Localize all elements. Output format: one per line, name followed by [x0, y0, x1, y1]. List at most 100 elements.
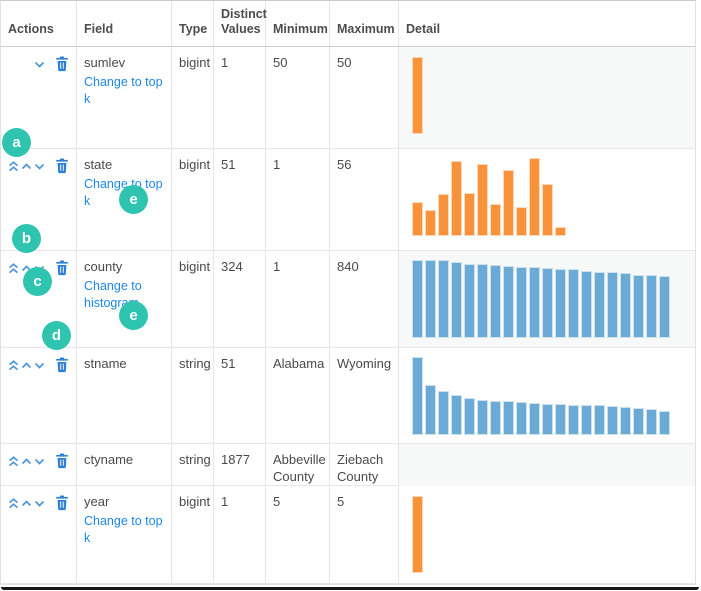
- detail-bar: [568, 269, 579, 338]
- table-header-row: Actions Field Type Distinct Values Minim…: [1, 1, 695, 47]
- detail-cell: [399, 251, 695, 347]
- trash-icon[interactable]: [55, 495, 69, 511]
- detail-bar: [412, 357, 423, 435]
- detail-cell: [399, 486, 695, 583]
- move-up-icon[interactable]: [20, 160, 33, 173]
- detail-bar: [425, 260, 436, 338]
- detail-chart: [412, 260, 695, 338]
- header-minimum: Minimum: [266, 1, 330, 46]
- trash-icon[interactable]: [55, 56, 69, 72]
- detail-bar: [490, 401, 501, 435]
- detail-bar: [477, 400, 488, 435]
- move-to-top-icon[interactable]: [7, 359, 20, 372]
- detail-bar: [438, 194, 449, 236]
- move-down-icon[interactable]: [33, 58, 46, 71]
- detail-bar: [425, 385, 436, 435]
- annotation-badge-d: d: [42, 321, 71, 350]
- annotation-badge-c: c: [23, 267, 52, 296]
- maximum-cell: Ziebach County: [330, 444, 399, 486]
- detail-bar: [542, 268, 553, 338]
- table-row-sumlev: sumlev Change to top k bigint 1 50 50: [1, 47, 695, 149]
- detail-bar: [555, 404, 566, 435]
- table-row-state: state Change to top k bigint 51 1 56: [1, 149, 695, 251]
- detail-bar: [529, 403, 540, 435]
- field-name: year: [84, 494, 110, 509]
- field-name: sumlev: [84, 55, 126, 70]
- minimum-cell: Alabama: [266, 348, 330, 443]
- minimum-cell: 1: [266, 251, 330, 347]
- trash-icon[interactable]: [55, 453, 69, 469]
- maximum-cell: 50: [330, 47, 399, 148]
- detail-bar: [451, 395, 462, 435]
- minimum-cell: Abbeville County: [266, 444, 330, 486]
- detail-bar: [490, 204, 501, 236]
- move-down-icon[interactable]: [33, 160, 46, 173]
- move-down-icon[interactable]: [33, 455, 46, 468]
- distinct-values-cell: 1877: [214, 444, 266, 486]
- field-name: state: [84, 157, 113, 172]
- maximum-cell: Wyoming: [330, 348, 399, 443]
- change-to-top-k-link[interactable]: Change to top k: [84, 176, 163, 208]
- maximum-cell: 5: [330, 486, 399, 583]
- distinct-values-cell: 324: [214, 251, 266, 347]
- detail-cell: [399, 348, 695, 443]
- annotation-badge-e-state: e: [119, 185, 148, 214]
- field-cell: sumlev Change to top k: [77, 47, 172, 148]
- distinct-values-cell: 51: [214, 348, 266, 443]
- annotation-badge-b: b: [12, 224, 41, 253]
- detail-bar: [477, 264, 488, 338]
- move-up-icon[interactable]: [20, 497, 33, 510]
- detail-bar: [464, 193, 475, 236]
- detail-bar: [516, 267, 527, 338]
- change-to-top-k-link[interactable]: Change to top k: [84, 74, 163, 106]
- distinct-values-cell: 51: [214, 149, 266, 250]
- field-name: county: [84, 259, 123, 274]
- detail-bar: [594, 272, 605, 338]
- move-to-top-icon[interactable]: [7, 262, 20, 275]
- detail-chart: [412, 56, 695, 134]
- detail-bar: [412, 57, 423, 134]
- trash-icon[interactable]: [55, 357, 69, 373]
- detail-bar: [516, 402, 527, 435]
- header-field: Field: [77, 1, 172, 46]
- detail-bar: [425, 210, 436, 236]
- type-cell: string: [172, 444, 214, 486]
- detail-chart: [412, 158, 695, 236]
- detail-cell: [399, 149, 695, 250]
- field-name: stname: [84, 356, 127, 371]
- move-up-icon[interactable]: [20, 359, 33, 372]
- change-to-top-k-link[interactable]: Change to top k: [84, 513, 163, 545]
- move-up-icon[interactable]: [20, 455, 33, 468]
- distinct-values-cell: 1: [214, 47, 266, 148]
- move-to-top-icon[interactable]: [7, 497, 20, 510]
- detail-bar: [620, 273, 631, 338]
- actions-cell: [1, 47, 77, 148]
- detail-bar: [412, 496, 423, 573]
- type-cell: string: [172, 348, 214, 443]
- maximum-cell: 56: [330, 149, 399, 250]
- detail-bar: [607, 272, 618, 338]
- minimum-cell: 50: [266, 47, 330, 148]
- field-cell: year Change to top k: [77, 486, 172, 583]
- detail-bar: [646, 409, 657, 435]
- detail-bar: [581, 405, 592, 435]
- annotation-badge-a: a: [2, 128, 31, 157]
- change-to-histogram-link[interactable]: Change to histogram: [84, 278, 142, 310]
- table-row-county: county Change to histogram bigint 324 1 …: [1, 251, 695, 348]
- move-down-icon[interactable]: [33, 497, 46, 510]
- detail-bar: [477, 164, 488, 236]
- detail-cell: [399, 444, 695, 486]
- detail-bar: [490, 265, 501, 338]
- move-to-top-icon[interactable]: [7, 160, 20, 173]
- move-to-top-icon[interactable]: [7, 455, 20, 468]
- detail-bar: [555, 269, 566, 338]
- detail-bar: [659, 411, 670, 435]
- detail-bar: [438, 260, 449, 338]
- detail-bar: [607, 406, 618, 435]
- trash-icon[interactable]: [55, 158, 69, 174]
- trash-icon[interactable]: [55, 260, 69, 276]
- field-name: ctyname: [84, 452, 134, 467]
- maximum-cell: 840: [330, 251, 399, 347]
- detail-bar: [542, 184, 553, 236]
- move-down-icon[interactable]: [33, 359, 46, 372]
